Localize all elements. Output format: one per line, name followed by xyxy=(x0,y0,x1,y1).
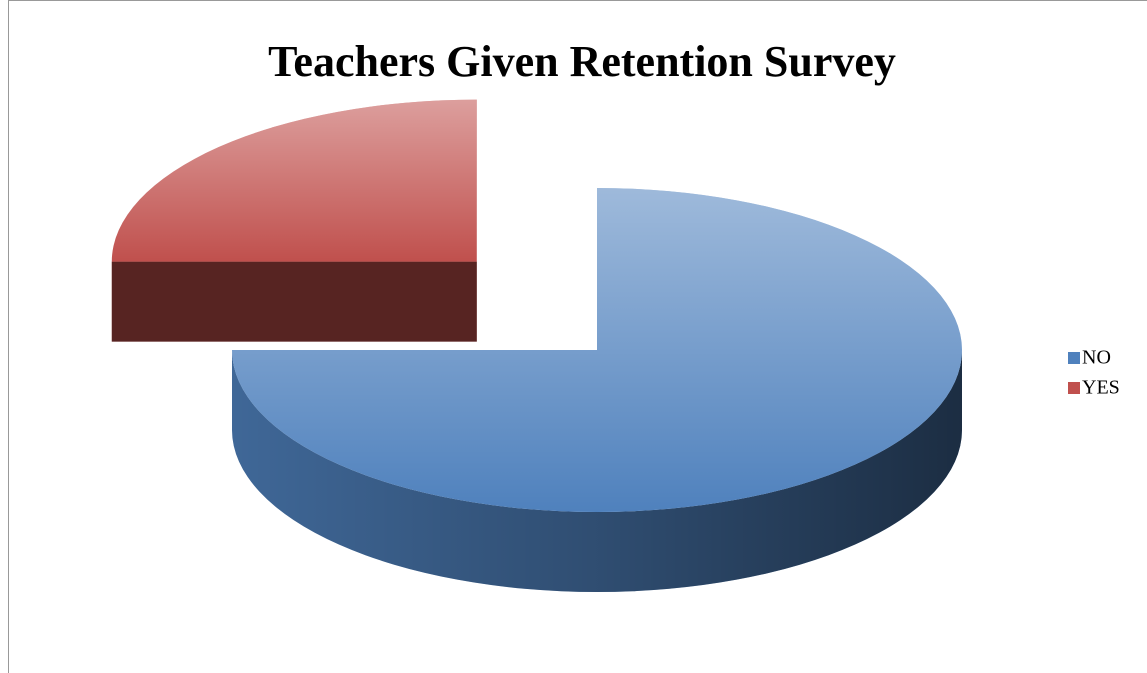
legend-label: NO xyxy=(1082,347,1111,369)
legend-swatch xyxy=(1068,352,1080,364)
legend-label: YES xyxy=(1082,377,1120,399)
pie-slice xyxy=(111,99,477,342)
chart-border xyxy=(8,0,1147,673)
slice-top-shine xyxy=(111,99,477,262)
slice-face-shade xyxy=(111,261,477,342)
pie-slice xyxy=(232,188,962,592)
slice-side-shade xyxy=(232,350,962,592)
slice-top-shine xyxy=(232,188,962,512)
legend-swatch xyxy=(1068,382,1080,394)
chart-title: Teachers Given Retention Survey xyxy=(268,37,896,86)
